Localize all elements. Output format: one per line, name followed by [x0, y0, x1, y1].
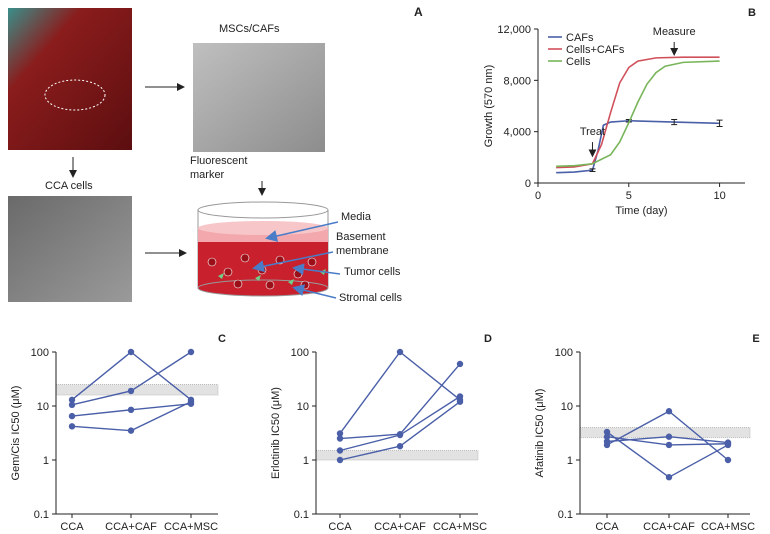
- label: MSCs/CAFs: [219, 23, 280, 35]
- panel-letter: E: [752, 333, 759, 345]
- data-point: [127, 348, 135, 356]
- error-bar: [716, 119, 723, 128]
- data-point: [665, 433, 673, 440]
- data-point: [396, 443, 404, 450]
- series-line: [556, 60, 720, 168]
- data-point: [396, 431, 404, 439]
- data-point: [665, 408, 673, 415]
- sample-line: [339, 350, 461, 434]
- x-tick-label: CCA+MSC: [164, 521, 218, 533]
- data-point: [127, 427, 135, 434]
- data-point: [456, 398, 464, 405]
- x-tick-label: CCA+MSC: [433, 521, 487, 533]
- x-tick-label: 0: [535, 190, 541, 202]
- error-bar: [671, 118, 678, 126]
- panel-letter: D: [484, 333, 492, 345]
- y-tick-label: 10: [561, 401, 573, 413]
- data-point: [127, 406, 135, 414]
- data-point: [127, 387, 135, 395]
- y-tick-label: 0.1: [558, 509, 573, 521]
- tissue-photo: [8, 8, 132, 150]
- x-tick-label: CCA+CAF: [105, 521, 157, 533]
- y-tick-label: 10: [297, 401, 309, 413]
- y-tick-label: 100: [555, 347, 573, 359]
- msc-photo: [193, 43, 325, 152]
- y-tick-label: 10: [37, 401, 49, 413]
- data-point: [336, 456, 344, 464]
- label: Tumor cells: [344, 266, 401, 278]
- y-tick-label: 1: [43, 455, 49, 467]
- y-tick-label: 0.1: [294, 509, 309, 521]
- data-point: [187, 398, 195, 405]
- data-point: [68, 412, 76, 420]
- x-tick-label: CCA: [328, 521, 352, 533]
- dish: [197, 201, 329, 297]
- x-axis-label: Time (day): [615, 205, 667, 217]
- legend-label: Cells+CAFs: [566, 44, 625, 56]
- data-point: [68, 401, 76, 409]
- legend-label: Cells: [566, 56, 591, 68]
- x-tick-label: CCA+MSC: [701, 521, 755, 533]
- data-point: [456, 393, 464, 400]
- y-tick-label: 1: [303, 455, 309, 467]
- x-tick-label: CCA+CAF: [643, 521, 695, 533]
- sample-line: [339, 363, 461, 440]
- data-point: [603, 433, 611, 440]
- data-point: [603, 438, 611, 445]
- y-tick-label: 100: [31, 347, 49, 359]
- y-axis-label: Erlotinib IC50 (μM): [270, 387, 282, 479]
- label: Fluorescent marker: [190, 155, 248, 181]
- y-tick-label: 1: [567, 455, 573, 467]
- panel-letter: A: [414, 5, 423, 19]
- data-point: [665, 474, 673, 481]
- pointer-lines: [252, 221, 341, 299]
- data-point: [336, 430, 344, 437]
- x-tick-label: CCA: [60, 521, 84, 533]
- legend-label: CAFs: [566, 32, 594, 44]
- y-tick-label: 100: [291, 347, 309, 359]
- label: Basement membrane: [336, 231, 389, 257]
- y-tick-label: 0: [525, 178, 531, 190]
- data-point: [336, 435, 344, 442]
- series-line: [556, 56, 720, 169]
- annotation: Treat: [580, 126, 605, 138]
- panel-letter: B: [748, 7, 756, 19]
- tumor-outline: [44, 79, 106, 111]
- data-point: [665, 441, 673, 449]
- x-tick-label: CCA+CAF: [374, 521, 426, 533]
- series-line: [556, 119, 720, 174]
- panel-letter: C: [218, 333, 226, 345]
- data-point: [724, 456, 732, 464]
- error-bar: [589, 168, 596, 172]
- data-point: [336, 447, 344, 454]
- y-tick-label: 12,000: [497, 24, 531, 36]
- data-point: [603, 428, 611, 436]
- annotation: Measure: [653, 26, 696, 38]
- data-point: [187, 348, 195, 356]
- y-tick-label: 0.1: [34, 509, 49, 521]
- cca-photo: [8, 196, 132, 302]
- label: Media: [341, 211, 371, 223]
- data-point: [396, 348, 404, 356]
- reference-band: [579, 426, 751, 439]
- data-point: [68, 423, 76, 430]
- x-tick-label: 5: [626, 190, 632, 202]
- sample-line: [71, 351, 192, 406]
- y-axis-label: Gem/Cis IC50 (μM): [10, 386, 22, 481]
- x-tick-label: 10: [713, 190, 725, 202]
- label: Stromal cells: [339, 292, 402, 304]
- y-axis-label: Growth (570 nm): [483, 65, 495, 148]
- y-tick-label: 4,000: [503, 127, 531, 139]
- y-tick-label: 8,000: [503, 75, 531, 87]
- x-tick-label: CCA: [595, 521, 619, 533]
- reference-band: [55, 384, 219, 396]
- y-axis-label: Afatinib IC50 (μM): [534, 389, 546, 478]
- sample-line: [339, 395, 461, 452]
- data-point: [68, 396, 76, 404]
- data-point: [456, 360, 464, 368]
- data-point: [724, 440, 732, 447]
- label: CCA cells: [45, 180, 93, 192]
